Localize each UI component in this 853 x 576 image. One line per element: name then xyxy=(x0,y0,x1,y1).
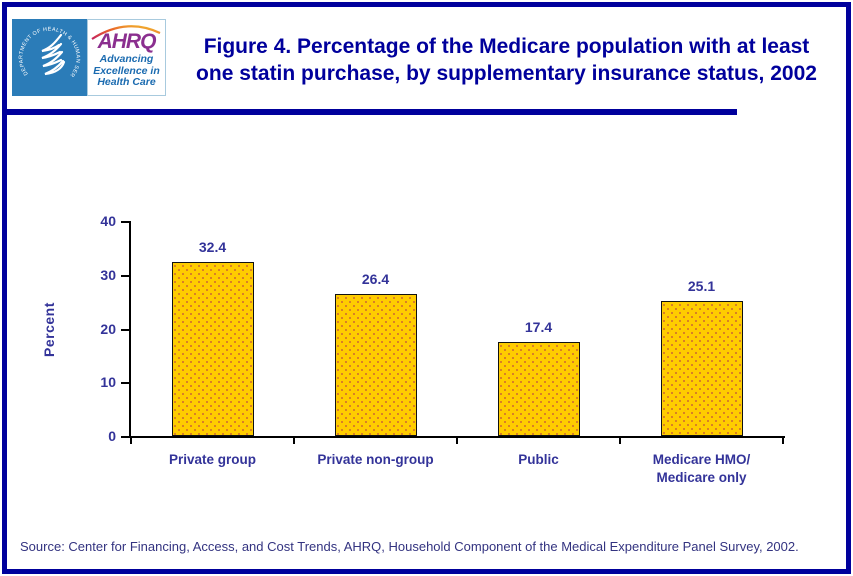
x-axis-tick-mark xyxy=(456,438,458,444)
y-axis-tick-mark xyxy=(121,436,130,438)
x-axis-tick-mark xyxy=(130,438,132,444)
ahrq-arc-icon xyxy=(91,25,161,40)
ahrq-tagline-line: Excellence in xyxy=(93,64,160,77)
x-axis-category-label-line: Private group xyxy=(168,452,257,467)
x-axis-tick-mark xyxy=(619,438,621,444)
x-axis-category-label: Public xyxy=(454,451,624,469)
y-axis-tick-label: 40 xyxy=(100,213,116,229)
figure-title: Figure 4. Percentage of the Medicare pop… xyxy=(168,33,845,87)
ahrq-acronym: AHRQ xyxy=(97,30,157,53)
bar xyxy=(497,342,580,436)
bar-value-label: 17.4 xyxy=(524,319,553,335)
ahrq-tagline-line: Health Care xyxy=(97,76,156,88)
ahrq-tagline-line: Advancing xyxy=(99,53,154,65)
bar xyxy=(334,294,417,436)
figure-title-line-1: Figure 4. Percentage of the Medicare pop… xyxy=(203,35,810,58)
title-divider-bar xyxy=(2,109,737,115)
y-axis-tick-mark xyxy=(121,382,130,385)
y-axis-tick-label: 30 xyxy=(100,266,116,283)
ahrq-tagline: Advancing Excellence in Health Care xyxy=(88,53,165,89)
ahrq-hhs-logo: DEPARTMENT OF HEALTH & HUMAN SERVICES • … xyxy=(10,15,166,96)
x-axis-category-label-line: Medicare HMO/ xyxy=(652,452,751,467)
x-axis-tick-mark xyxy=(293,438,295,444)
source-note: Source: Center for Financing, Access, an… xyxy=(20,539,799,554)
bar-value-label: 26.4 xyxy=(361,271,390,287)
y-axis-tick-label: 10 xyxy=(100,374,116,391)
bar-value-label: 32.4 xyxy=(198,239,227,255)
y-axis-tick-label: 20 xyxy=(100,320,116,337)
x-axis-category-label: Private group xyxy=(128,451,298,469)
x-axis-category-label-line: Public xyxy=(518,452,559,467)
x-axis-category-label: Private non-group xyxy=(291,451,461,469)
y-axis-tick-label: 0 xyxy=(108,428,116,444)
x-axis-category-label-line: Private non-group xyxy=(317,452,434,467)
y-axis-tick-mark xyxy=(121,274,130,277)
bar xyxy=(660,301,743,436)
y-axis-tick-mark xyxy=(121,328,130,331)
figure-title-line-2: one statin purchase, by supplementary in… xyxy=(196,62,817,85)
hhs-seal: DEPARTMENT OF HEALTH & HUMAN SERVICES • … xyxy=(10,15,87,96)
ahrq-logo: AHRQ Advancing Excellence in Health Care xyxy=(87,19,166,96)
y-axis-title: Percent xyxy=(41,302,57,357)
x-axis-category-label-line: Medicare only xyxy=(656,470,747,485)
y-axis-line xyxy=(129,221,131,438)
x-axis-category-label: Medicare HMO/Medicare only xyxy=(617,451,787,487)
hhs-eagle-icon: DEPARTMENT OF HEALTH & HUMAN SERVICES • … xyxy=(10,15,80,78)
y-axis-tick-mark xyxy=(121,221,130,223)
bar-value-label: 25.1 xyxy=(687,278,716,294)
bar xyxy=(171,262,254,436)
x-axis-line xyxy=(129,436,785,438)
x-axis-tick-mark xyxy=(782,438,784,444)
